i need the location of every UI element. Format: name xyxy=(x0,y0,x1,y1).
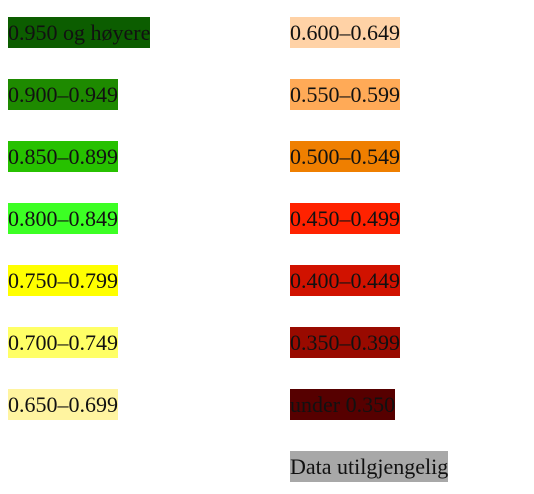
legend-swatch-0850-0899: 0.850–0.899 xyxy=(8,141,118,172)
legend-swatch-0350-0399: 0.350–0.399 xyxy=(290,327,400,358)
legend-swatch-0600-0649: 0.600–0.649 xyxy=(290,17,400,48)
legend-swatch-0800-0849: 0.800–0.849 xyxy=(8,203,118,234)
legend-swatch-data-unavailable: Data utilgjengelig xyxy=(290,451,449,482)
legend-swatch-under-0350: under 0.350 xyxy=(290,389,396,420)
legend-swatch-0550-0599: 0.550–0.599 xyxy=(290,79,400,110)
legend-swatch-0500-0549: 0.500–0.549 xyxy=(290,141,400,172)
legend-swatch-0950-plus: 0.950 og høyere xyxy=(8,17,151,48)
legend-swatch-0450-0499: 0.450–0.499 xyxy=(290,203,400,234)
legend-swatch-0900-0949: 0.900–0.949 xyxy=(8,79,118,110)
legend-swatch-0700-0749: 0.700–0.749 xyxy=(8,327,118,358)
legend-swatch-0650-0699: 0.650–0.699 xyxy=(8,389,118,420)
legend-swatch-0400-0449: 0.400–0.449 xyxy=(290,265,400,296)
legend-swatch-0750-0799: 0.750–0.799 xyxy=(8,265,118,296)
